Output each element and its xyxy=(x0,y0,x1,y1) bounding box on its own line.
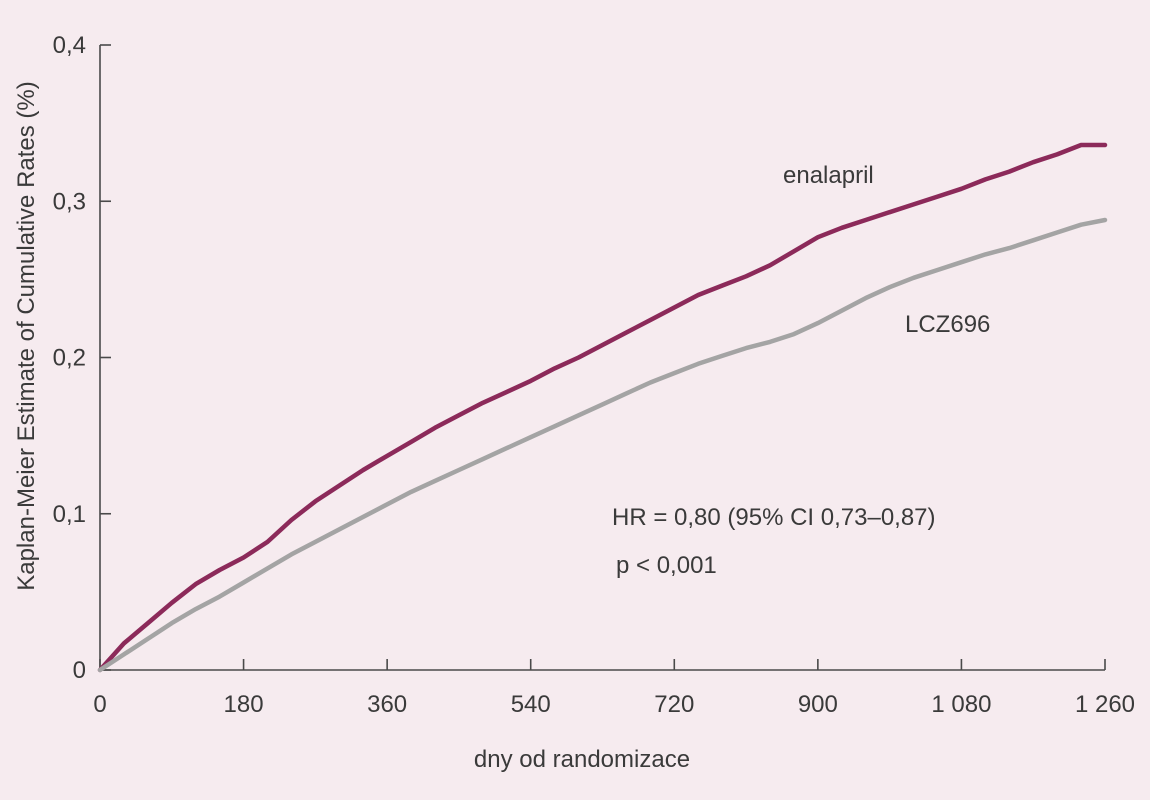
y-tick-label: 0,2 xyxy=(53,345,86,372)
p-value-annotation: p < 0,001 xyxy=(616,552,717,579)
series-label-1: LCZ696 xyxy=(905,311,990,338)
y-axis-title: Kaplan-Meier Estimate of Cumulative Rate… xyxy=(13,81,40,591)
y-tick-label: 0 xyxy=(73,657,86,684)
x-tick-label: 1 260 xyxy=(1075,691,1135,718)
x-axis: 0 180 360 540 720 900 1 080 1 260 xyxy=(93,659,1135,718)
labels-layer: enalapril LCZ696 xyxy=(783,162,990,338)
x-tick-label: 720 xyxy=(654,691,694,718)
series-line-0 xyxy=(97,142,1108,673)
series-layer xyxy=(97,142,1108,673)
x-tick-label: 360 xyxy=(367,691,407,718)
x-tick-label: 180 xyxy=(224,691,264,718)
hazard-ratio-annotation: HR = 0,80 (95% CI 0,73–0,87) xyxy=(612,504,936,531)
x-tick-label: 540 xyxy=(511,691,551,718)
x-tick-label: 900 xyxy=(798,691,838,718)
x-tick-label: 0 xyxy=(93,691,106,718)
y-tick-label: 0,3 xyxy=(53,188,86,215)
x-tick-label: 1 080 xyxy=(931,691,991,718)
y-tick-label: 0,1 xyxy=(53,501,86,528)
y-tick-label: 0,4 xyxy=(53,32,86,59)
x-axis-title: dny od randomizace xyxy=(474,746,690,773)
series-label-0: enalapril xyxy=(783,162,874,189)
y-axis: 0 0,1 0,2 0,3 0,4 xyxy=(53,32,111,684)
series-line-1 xyxy=(97,217,1108,673)
